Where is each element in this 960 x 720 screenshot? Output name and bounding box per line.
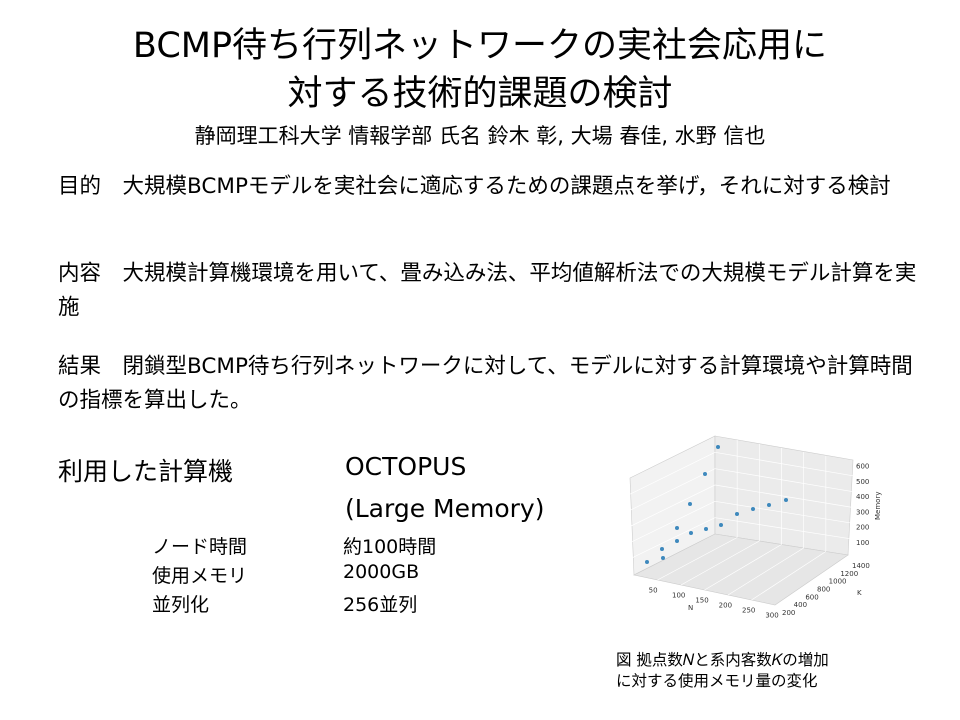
spec-key: 使用メモリ <box>152 565 248 587</box>
data-point <box>689 531 693 535</box>
grid-line <box>680 540 760 586</box>
data-point <box>661 556 665 560</box>
data-point <box>751 507 755 511</box>
section-text: 大規模BCMPモデルを実社会に適応するための課題点を挙げ，それに対する検討 <box>122 174 891 199</box>
y-tick-label: 800 <box>817 586 830 594</box>
spec-value: 256並列 <box>343 594 418 616</box>
data-point <box>719 523 723 527</box>
grid-line <box>714 468 854 493</box>
computer-name-sub: (Large Memory) <box>345 494 545 523</box>
grid-line <box>714 451 854 477</box>
chart-ticks: 50100150200250300N2004006008001000120014… <box>649 463 882 620</box>
computer-label: 利用した計算機 <box>58 457 234 486</box>
spec-key: ノード時間 <box>152 536 248 558</box>
chart-points <box>645 445 788 564</box>
data-point <box>716 445 720 449</box>
z-tick-label: 500 <box>856 478 869 486</box>
x-tick-label: 300 <box>765 612 778 620</box>
z-tick-label: 400 <box>856 493 869 501</box>
x-tick-label: 250 <box>742 607 755 615</box>
grid-line <box>714 517 854 540</box>
grid-line <box>629 468 716 511</box>
data-point <box>688 502 692 506</box>
caption-line-2: に対する使用メモリ量の変化 <box>616 672 818 690</box>
y-tick-label: 200 <box>782 609 795 617</box>
caption-line-1: 図 拠点数𝑁と系内客数𝐾の増加 <box>616 651 829 669</box>
spec-value: 2000GB <box>343 561 420 583</box>
grid-line <box>629 452 716 495</box>
grid-line <box>629 501 716 543</box>
section-label: 結果 <box>58 354 102 379</box>
x-axis-label: N <box>688 604 693 612</box>
data-point <box>660 547 664 551</box>
section-purpose: 目的 大規模BCMPモデルを実社会に適応するための課題点を挙げ，それに対する検討 <box>58 170 928 204</box>
data-point <box>784 498 788 502</box>
data-point <box>645 560 649 564</box>
grid-line <box>714 484 854 508</box>
grid-line <box>727 547 804 596</box>
y-tick-label: 400 <box>794 601 807 609</box>
section-content: 内容 大規模計算機環境を用いて、畳み込み法、平均値解析法での大規模モデル計算を実… <box>58 257 928 325</box>
computer-name: OCTOPUS <box>345 452 467 481</box>
y-axis-label: K <box>857 589 862 597</box>
z-tick-label: 200 <box>856 524 869 532</box>
spec-value: 約100時間 <box>343 536 437 558</box>
section-label: 目的 <box>58 174 102 199</box>
y-tick-label: 600 <box>805 593 818 601</box>
grid-line <box>751 551 827 601</box>
data-point <box>767 503 771 507</box>
title-line-2: 対する技術的課題の検討 <box>287 74 673 114</box>
z-tick-label: 100 <box>856 539 869 547</box>
section-result: 結果 閉鎖型BCMP待ち行列ネットワークに対して、モデルに対する計算環境や計算時… <box>58 350 928 418</box>
data-point <box>704 527 708 531</box>
data-point <box>675 526 679 530</box>
memory-3d-scatter-chart: 50100150200250300N2004006008001000120014… <box>629 435 882 620</box>
grid-line <box>704 544 782 591</box>
z-axis-label: Memory <box>874 492 882 520</box>
spec-key: 並列化 <box>152 594 210 616</box>
y-tick-label: 1200 <box>840 570 858 578</box>
grid-line <box>629 484 716 527</box>
section-text: 大規模計算機環境を用いて、畳み込み法、平均値解析法での大規模モデル計算を実施 <box>58 261 917 320</box>
title-line-1: BCMP待ち行列ネットワークの実社会応用に <box>132 26 828 66</box>
data-point <box>675 539 679 543</box>
data-point <box>703 472 707 476</box>
figure-caption: 図 拠点数𝑁と系内客数𝐾の増加 に対する使用メモリ量の変化 <box>616 650 829 692</box>
x-tick-label: 150 <box>695 597 708 605</box>
grid-line <box>657 537 738 581</box>
x-tick-label: 50 <box>649 587 658 595</box>
section-label: 内容 <box>58 261 102 286</box>
y-tick-label: 1000 <box>829 578 847 586</box>
z-tick-label: 300 <box>856 508 869 516</box>
x-tick-label: 100 <box>672 592 685 600</box>
y-tick-label: 1400 <box>852 562 870 570</box>
grid-line <box>714 500 854 524</box>
z-tick-label: 600 <box>856 463 869 471</box>
section-text: 閉鎖型BCMP待ち行列ネットワークに対して、モデルに対する計算環境や計算時間の指… <box>58 354 913 413</box>
x-tick-label: 200 <box>719 602 732 610</box>
data-point <box>735 512 739 516</box>
grid-line <box>629 517 716 560</box>
authors: 静岡理工科大学 情報学部 氏名 鈴木 彰, 大場 春佳, 水野 信也 <box>194 124 766 148</box>
chart-frame <box>629 435 854 606</box>
